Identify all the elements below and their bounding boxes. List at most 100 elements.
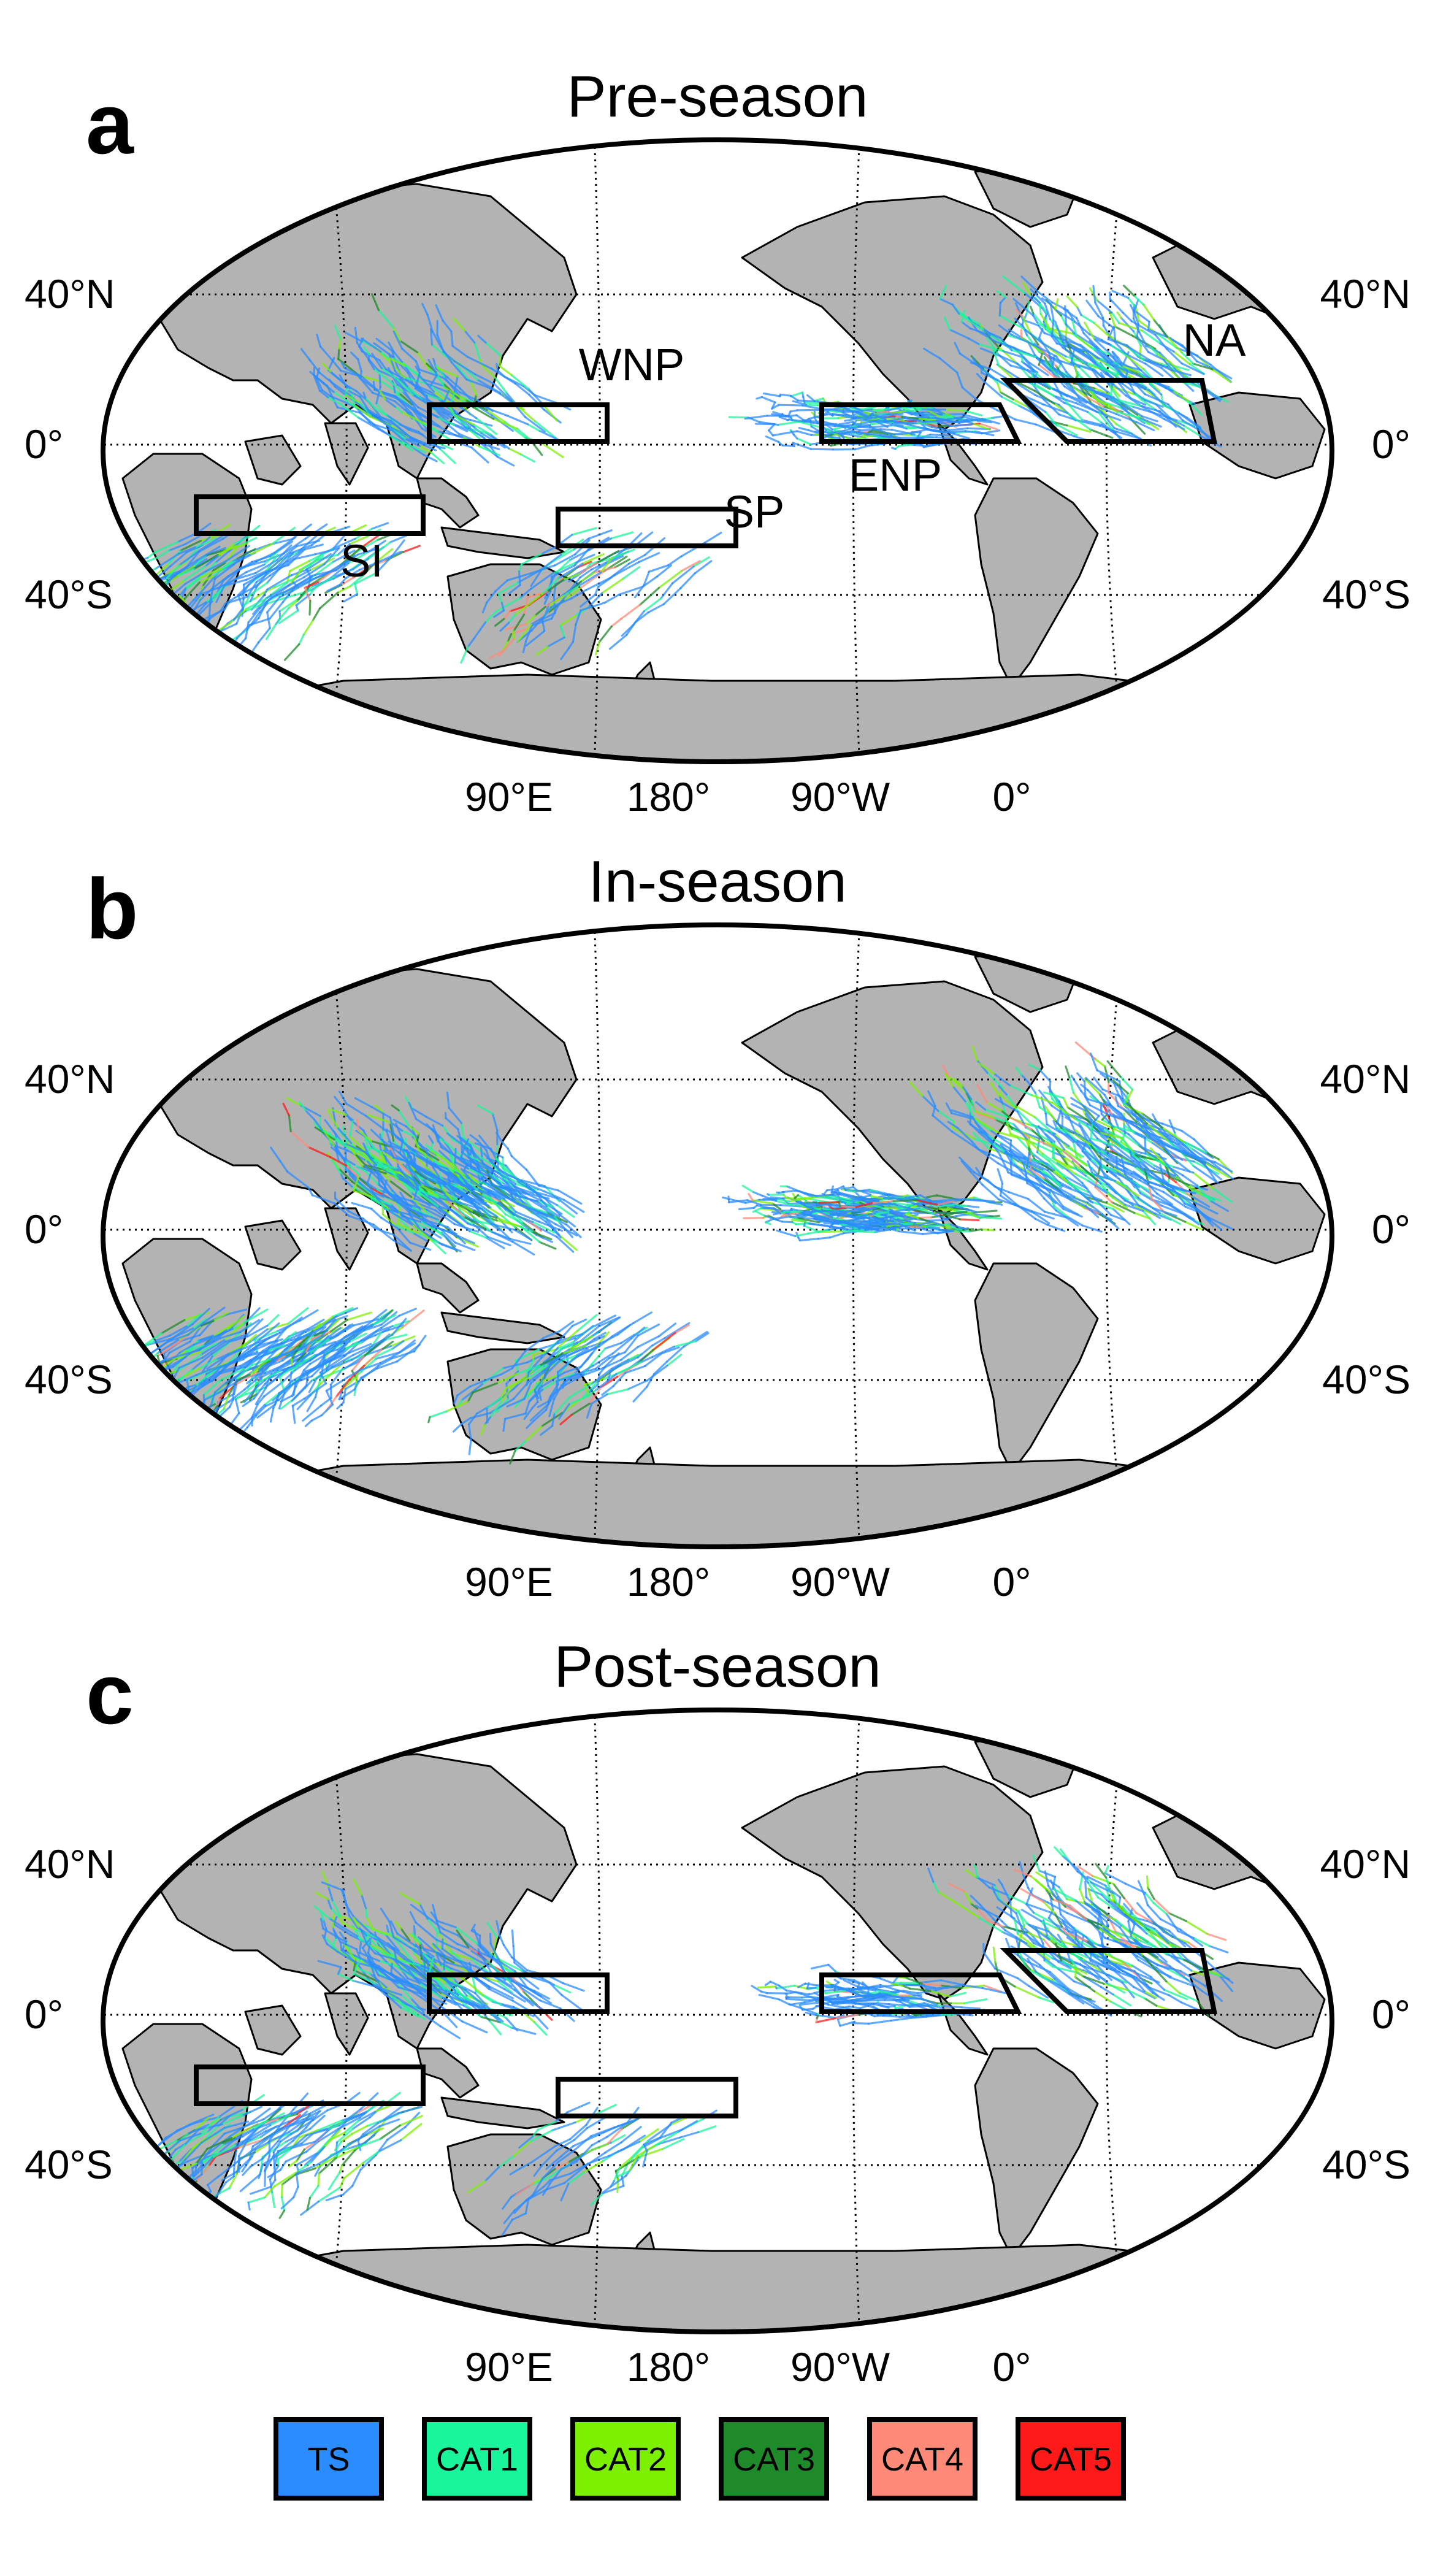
track-segment [445,1199,465,1218]
track-segment [354,1370,359,1386]
track-segment [933,1211,955,1214]
track-segment [1115,1167,1141,1181]
track-segment [1066,295,1079,309]
land-samerica [974,2047,1099,2258]
track-segment [333,1144,346,1163]
track-segment [1158,410,1177,428]
track-segment [760,396,776,404]
track-segment [581,553,605,565]
track-segment [200,1419,216,1439]
track-segment [1026,1138,1044,1155]
track-segment [308,359,321,374]
track-segment [1115,1171,1141,1189]
track-segment [1070,361,1094,372]
track-segment [163,1385,172,1397]
track-segment [499,1198,515,1208]
land-seasia [416,2047,480,2099]
track-segment [235,1363,253,1381]
track-segment [485,590,497,604]
track-segment [978,1132,993,1145]
track-segment [443,375,450,383]
track-segment [989,334,1008,346]
track-segment [1141,329,1161,345]
track-segment [217,1393,235,1403]
track-segment [873,1227,897,1233]
track-segment [558,1222,574,1238]
track-segment [1063,385,1085,401]
track-segment [339,1172,345,1180]
track-segment [466,426,486,440]
track-segment [486,1408,489,1424]
track-segment [411,1224,434,1242]
track-segment [1055,423,1078,437]
track-segment [168,1340,191,1354]
track-segment [436,367,459,378]
track-segment [219,1358,245,1368]
track-segment [293,569,312,580]
track-segment [451,1187,472,1200]
track-segment [1017,383,1037,396]
track-segment [948,1223,967,1230]
track-segment [103,630,112,646]
track-segment [1105,1202,1125,1213]
track-segment [938,357,959,374]
track-segment [473,342,481,360]
track-segment [537,1400,549,1408]
track-segment [603,593,621,604]
track-segment [333,1202,350,1217]
track-segment [573,1358,589,1375]
track-segment [369,421,390,436]
track-segment [788,1197,806,1203]
track-segment [1024,1132,1041,1140]
track-segment [120,1400,132,1419]
track-segment [855,419,875,422]
track-segment [514,608,524,616]
track-segment [841,429,854,435]
track-segment [594,1380,608,1392]
track-segment [448,1106,463,1124]
track-segment [1087,1160,1093,1174]
track-segment [986,1071,1005,1089]
track-segment [307,1146,332,1159]
track-segment [1150,1186,1165,1193]
track-segment [291,1384,308,1402]
track-segment [1081,1224,1103,1233]
track-segment [289,567,304,586]
track-segment [827,410,834,417]
track-segment [1125,355,1145,370]
land-indonesia [440,526,565,559]
track-segment [385,1333,408,1341]
track-segment [1158,1136,1180,1145]
track-segment [1008,1150,1031,1163]
track-segment [945,1102,953,1114]
track-segment [927,1090,936,1107]
track-segment [372,1347,394,1359]
track-segment [948,427,969,431]
track-segment [379,391,397,399]
track-segment [330,381,352,397]
track-segment [429,1141,434,1152]
map-content [103,925,1332,1547]
track-segment [187,1415,197,1425]
track-segment [938,415,954,418]
track-segment [255,551,275,563]
track-segment [374,548,394,564]
track-segment [1090,1137,1115,1146]
track-segment [480,1424,486,1436]
track-segment [468,1187,484,1202]
track-segment [125,1406,150,1417]
track-segment [193,553,220,570]
track-segment [1071,347,1092,361]
track-segment [312,1316,334,1333]
track-segment [397,1222,419,1234]
track-segment [468,1439,472,1455]
track-segment [984,1108,1008,1118]
track-segment [608,634,628,650]
track-segment [198,534,224,552]
track-segment [557,1189,583,1205]
track-segment [397,1161,415,1177]
track-segment [407,1124,420,1135]
track-segment [426,1208,443,1219]
track-segment [161,618,171,626]
track-segment [380,350,389,359]
